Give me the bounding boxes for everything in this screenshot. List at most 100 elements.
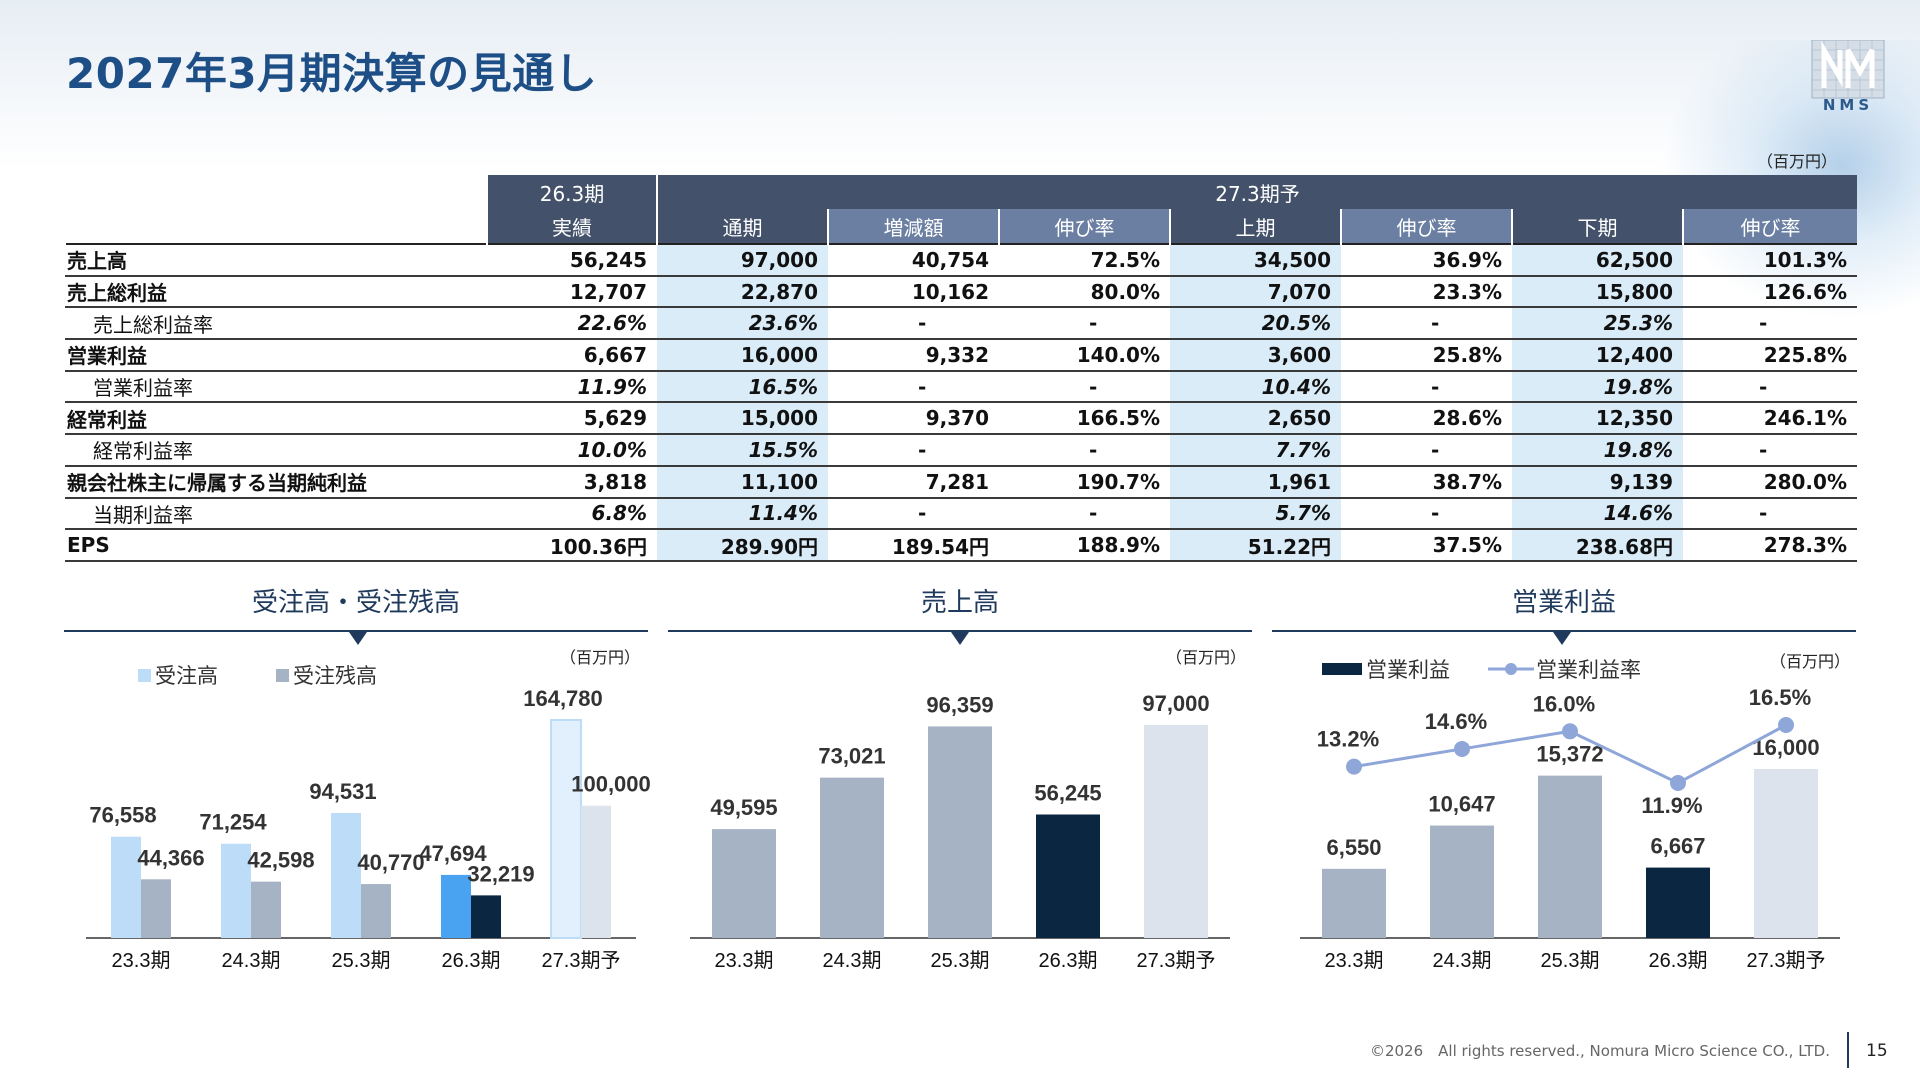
op-bar <box>1538 775 1602 938</box>
op-data-label: 15,372 <box>1536 742 1603 767</box>
op-bar <box>1646 867 1710 938</box>
op-margin-point <box>1670 775 1686 791</box>
orders-chart-title: 受注高・受注残高 <box>251 588 460 618</box>
table-row: 経常利益 5,629 15,000 9,370 166.5% 2,650 28.… <box>65 402 1857 436</box>
orders-chart-unit: （百万円） <box>560 648 641 667</box>
legend-label-orders: 受注高 <box>155 664 218 688</box>
sales-bar <box>928 726 992 938</box>
sales-bar <box>820 777 884 938</box>
op-margin-label: 11.9% <box>1641 793 1702 818</box>
orders-bar <box>221 843 251 938</box>
legend-swatch-op <box>1322 663 1362 675</box>
op-margin-label: 16.5% <box>1749 685 1811 710</box>
logo-text: NMS <box>1822 96 1874 114</box>
orders-chart-legend: 受注高 受注残高 <box>138 660 377 690</box>
backlog-data-label: 100,000 <box>571 772 651 797</box>
header-first-half: 上期 <box>1169 209 1341 244</box>
sales-data-label: 73,021 <box>818 744 885 769</box>
op-margin-label: 16.0% <box>1533 691 1595 716</box>
orders-bar <box>331 812 361 938</box>
header-growth-second-half: 伸び率 <box>1682 209 1857 244</box>
sales-data-label: 97,000 <box>1142 691 1209 716</box>
backlog-bar <box>251 881 281 938</box>
orders-bar <box>550 719 582 939</box>
op-chart-rule <box>1272 630 1856 632</box>
orders-chart-rule <box>64 630 648 632</box>
table-row: 経常利益率 10.0% 15.5% - - 7.7% - 19.8% - <box>65 434 1857 467</box>
op-bar <box>1430 825 1494 938</box>
table-row: 営業利益 6,667 16,000 9,332 140.0% 3,600 25.… <box>65 339 1857 372</box>
header-full-year: 通期 <box>656 209 828 244</box>
sales-data-label: 49,595 <box>710 795 777 820</box>
orders-bar <box>441 874 471 938</box>
orders-bar <box>111 836 141 938</box>
orders-category-label: 26.3期 <box>442 950 501 972</box>
op-bar <box>1754 769 1818 938</box>
op-chart-title: 営業利益 <box>1511 588 1616 618</box>
backlog-data-label: 42,598 <box>247 848 314 873</box>
orders-category-label: 24.3期 <box>222 950 281 972</box>
table-row: 売上総利益 12,707 22,870 10,162 80.0% 7,070 2… <box>65 275 1857 309</box>
sales-bar <box>712 829 776 938</box>
header-actual: 実績 <box>486 209 657 244</box>
table-row: 当期利益率 6.8% 11.4% - - 5.7% - 14.6% - <box>65 497 1857 531</box>
header-growth-first-half: 伸び率 <box>1340 209 1512 244</box>
financial-forecast-table: 26.3期 27.3期予 実績 通期 増減額 伸び率 上期 伸び率 下期 伸び率… <box>64 175 1857 562</box>
legend-label-backlog: 受注残高 <box>293 664 377 688</box>
sales-category-label: 23.3期 <box>715 950 774 972</box>
backlog-data-label: 40,770 <box>357 850 424 875</box>
op-category-label: 23.3期 <box>1325 950 1384 972</box>
table-header-row-1: 26.3期 27.3期予 <box>64 175 1857 209</box>
orders-data-label: 164,780 <box>523 686 603 711</box>
op-bar <box>1322 868 1386 938</box>
orders-chart-pointer-icon <box>349 632 367 645</box>
legend-label-margin: 営業利益率 <box>1536 658 1641 682</box>
op-chart-unit: （百万円） <box>1770 652 1851 671</box>
sales-chart-unit: （百万円） <box>1166 648 1247 667</box>
op-chart-legend: 営業利益 営業利益率 <box>1322 654 1641 684</box>
legend-swatch-margin-icon <box>1488 663 1534 675</box>
orders-category-label: 23.3期 <box>112 950 171 972</box>
table-row: 営業利益率 11.9% 16.5% - - 10.4% - 19.8% - <box>65 370 1857 404</box>
legend-label-op: 営業利益 <box>1366 658 1450 682</box>
backlog-bar <box>581 805 611 938</box>
orders-category-label: 27.3期予 <box>542 950 621 972</box>
header-period-forecast: 27.3期予 <box>656 175 1857 209</box>
sales-bar <box>1036 814 1100 938</box>
sales-data-label: 96,359 <box>926 692 993 717</box>
copyright-footer: ©2026 All rights reserved., Nomura Micro… <box>1369 1042 1830 1060</box>
header-second-half: 下期 <box>1511 209 1683 244</box>
table-unit: （百万円） <box>1757 152 1838 171</box>
sales-chart-rule <box>668 630 1252 632</box>
op-category-label: 27.3期予 <box>1747 950 1826 972</box>
header-change: 増減額 <box>827 209 999 244</box>
sales-category-label: 27.3期予 <box>1137 950 1216 972</box>
sales-bar <box>1144 725 1208 938</box>
legend-swatch-orders <box>138 668 151 682</box>
header-period-actual: 26.3期 <box>486 175 657 209</box>
footer-divider <box>1847 1032 1849 1068</box>
backlog-bar <box>471 895 501 938</box>
sales-chart-pointer-icon <box>951 632 969 645</box>
orders-data-label: 76,558 <box>89 803 156 828</box>
op-margin-point <box>1562 723 1578 740</box>
op-category-label: 26.3期 <box>1649 950 1708 972</box>
page-number: 15 <box>1866 1041 1888 1061</box>
company-logo-icon <box>1811 40 1885 99</box>
header-background <box>0 0 1920 170</box>
op-margin-point <box>1454 740 1470 757</box>
sales-category-label: 26.3期 <box>1039 950 1098 972</box>
op-category-label: 24.3期 <box>1433 950 1492 972</box>
backlog-data-label: 32,219 <box>467 861 534 886</box>
orders-category-label: 25.3期 <box>332 950 391 972</box>
table-row: EPS 100.36円 289.90円 189.54円 188.9% 51.22… <box>65 529 1857 562</box>
sales-category-label: 24.3期 <box>823 950 882 972</box>
op-margin-point <box>1346 758 1362 775</box>
orders-data-label: 94,531 <box>309 779 376 804</box>
sales-category-label: 25.3期 <box>931 950 990 972</box>
table-header-row-2: 実績 通期 増減額 伸び率 上期 伸び率 下期 伸び率 <box>64 209 1857 244</box>
table-row: 売上高 56,245 97,000 40,754 72.5% 34,500 36… <box>65 243 1857 277</box>
orders-data-label: 47,694 <box>419 841 487 866</box>
op-data-label: 6,667 <box>1650 834 1705 859</box>
